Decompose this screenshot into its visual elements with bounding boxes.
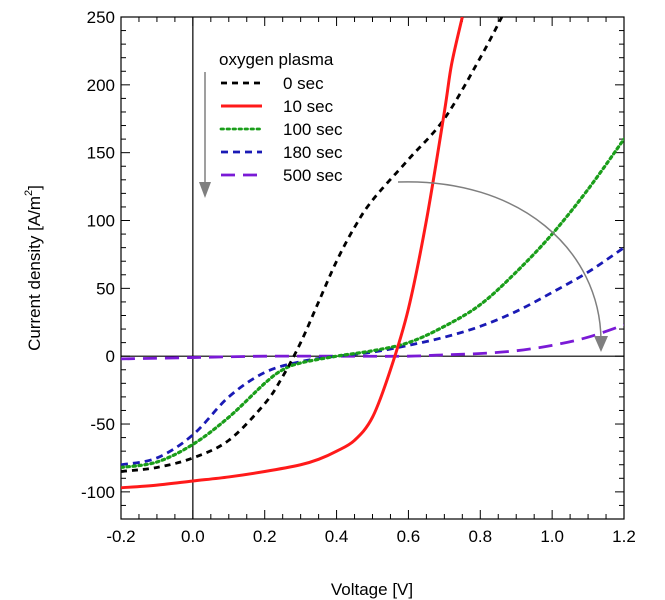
legend: oxygen plasma 0 sec 10 sec 100 sec 180 sec 5… [219, 50, 343, 185]
y-tick-label: 0 [106, 347, 115, 366]
x-tick-label: 1.2 [612, 527, 636, 546]
series-layer [121, 17, 624, 490]
trend-arrowhead-vertical [199, 182, 211, 198]
legend-label-100-sec: 100 sec [283, 120, 343, 139]
series-line-500-sec [121, 323, 624, 361]
y-tick-label: 100 [87, 212, 115, 231]
y-axis-label-superscript: 2 [23, 190, 35, 196]
x-axis-label: Voltage [V] [331, 580, 413, 599]
y-tick-label: 150 [87, 144, 115, 163]
legend-label-180-sec: 180 sec [283, 143, 343, 162]
trend-arrowhead-curved [594, 336, 608, 352]
series-line-100-sec [121, 137, 624, 470]
trend-arrow-curved [397, 181, 602, 341]
x-tick-label: -0.2 [106, 527, 135, 546]
x-tick-label: 0.0 [181, 527, 205, 546]
x-tick-label: 1.0 [540, 527, 564, 546]
axis-layer: -0.2 0.0 0.2 0.4 0.6 0.8 1.0 1.2 -100 -50 0 50 100 15… [81, 8, 636, 546]
y-axis-label: Current density [A/m2] [23, 185, 44, 351]
legend-label-10-sec: 10 sec [283, 97, 334, 116]
annotation-layer [199, 72, 608, 352]
y-axis-label-end: ] [25, 185, 44, 190]
series-line-10-sec [121, 17, 464, 490]
x-tick-label: 0.6 [397, 527, 421, 546]
y-tick-label: 250 [87, 8, 115, 27]
x-tick-label: 0.8 [468, 527, 492, 546]
y-tick-label: 50 [96, 279, 115, 298]
y-tick-label: -100 [81, 483, 115, 502]
legend-title: oxygen plasma [219, 50, 334, 69]
y-tick-label: 200 [87, 76, 115, 95]
series-line-0-sec [121, 17, 504, 473]
legend-label-500-sec: 500 sec [283, 166, 343, 185]
x-tick-label: 0.2 [253, 527, 277, 546]
y-axis-label-main: Current density [A/m [25, 196, 44, 351]
legend-label-0-sec: 0 sec [283, 74, 324, 93]
x-tick-label: 0.4 [325, 527, 349, 546]
y-tick-label: -50 [90, 415, 115, 434]
